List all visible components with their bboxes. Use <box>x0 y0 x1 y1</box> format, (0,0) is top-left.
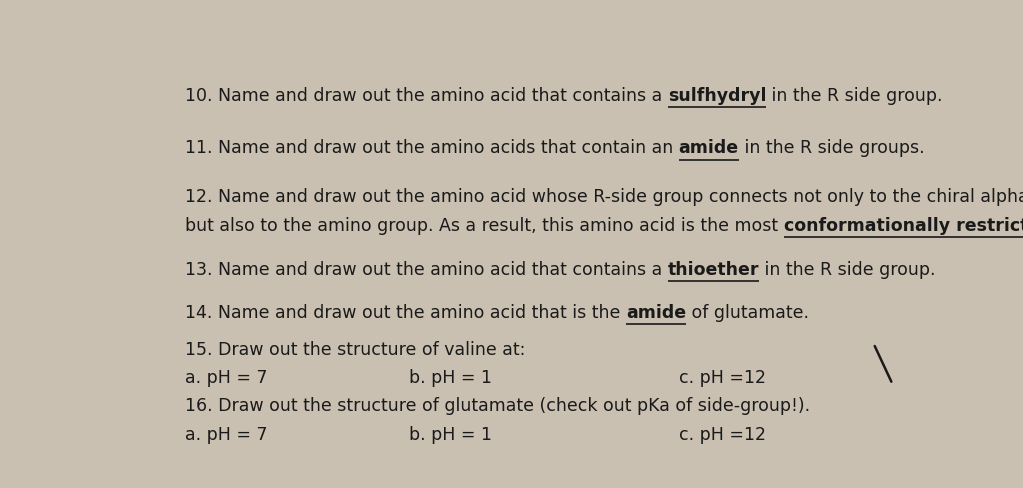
Text: c. pH =12: c. pH =12 <box>679 368 766 386</box>
Text: a. pH = 7: a. pH = 7 <box>185 426 267 444</box>
Text: in the R side groups.: in the R side groups. <box>739 140 925 157</box>
Text: 10. Name and draw out the amino acid that contains a: 10. Name and draw out the amino acid tha… <box>185 87 668 105</box>
Text: 14. Name and draw out the amino acid that is the: 14. Name and draw out the amino acid tha… <box>185 304 626 322</box>
Text: a. pH = 7: a. pH = 7 <box>185 368 267 386</box>
Text: 13. Name and draw out the amino acid that contains a: 13. Name and draw out the amino acid tha… <box>185 261 668 279</box>
Text: conformationally restricted: conformationally restricted <box>784 217 1023 235</box>
Text: c. pH =12: c. pH =12 <box>679 426 766 444</box>
Text: thioether: thioether <box>668 261 759 279</box>
Text: b. pH = 1: b. pH = 1 <box>409 368 492 386</box>
Text: 15. Draw out the structure of valine at:: 15. Draw out the structure of valine at: <box>185 341 526 359</box>
Text: b. pH = 1: b. pH = 1 <box>409 426 492 444</box>
Text: in the R side group.: in the R side group. <box>766 87 943 105</box>
Text: 11. Name and draw out the amino acids that contain an: 11. Name and draw out the amino acids th… <box>185 140 678 157</box>
Text: sulfhydryl: sulfhydryl <box>668 87 766 105</box>
Text: but also to the amino group. As a result, this amino acid is the most: but also to the amino group. As a result… <box>185 217 784 235</box>
Text: in the R side group.: in the R side group. <box>759 261 936 279</box>
Text: amide: amide <box>626 304 686 322</box>
Text: 16. Draw out the structure of glutamate (check out pKa of side-group!).: 16. Draw out the structure of glutamate … <box>185 398 810 415</box>
Text: 12. Name and draw out the amino acid whose R-side group connects not only to the: 12. Name and draw out the amino acid who… <box>185 188 1023 206</box>
Text: amide: amide <box>678 140 739 157</box>
Text: of glutamate.: of glutamate. <box>686 304 809 322</box>
